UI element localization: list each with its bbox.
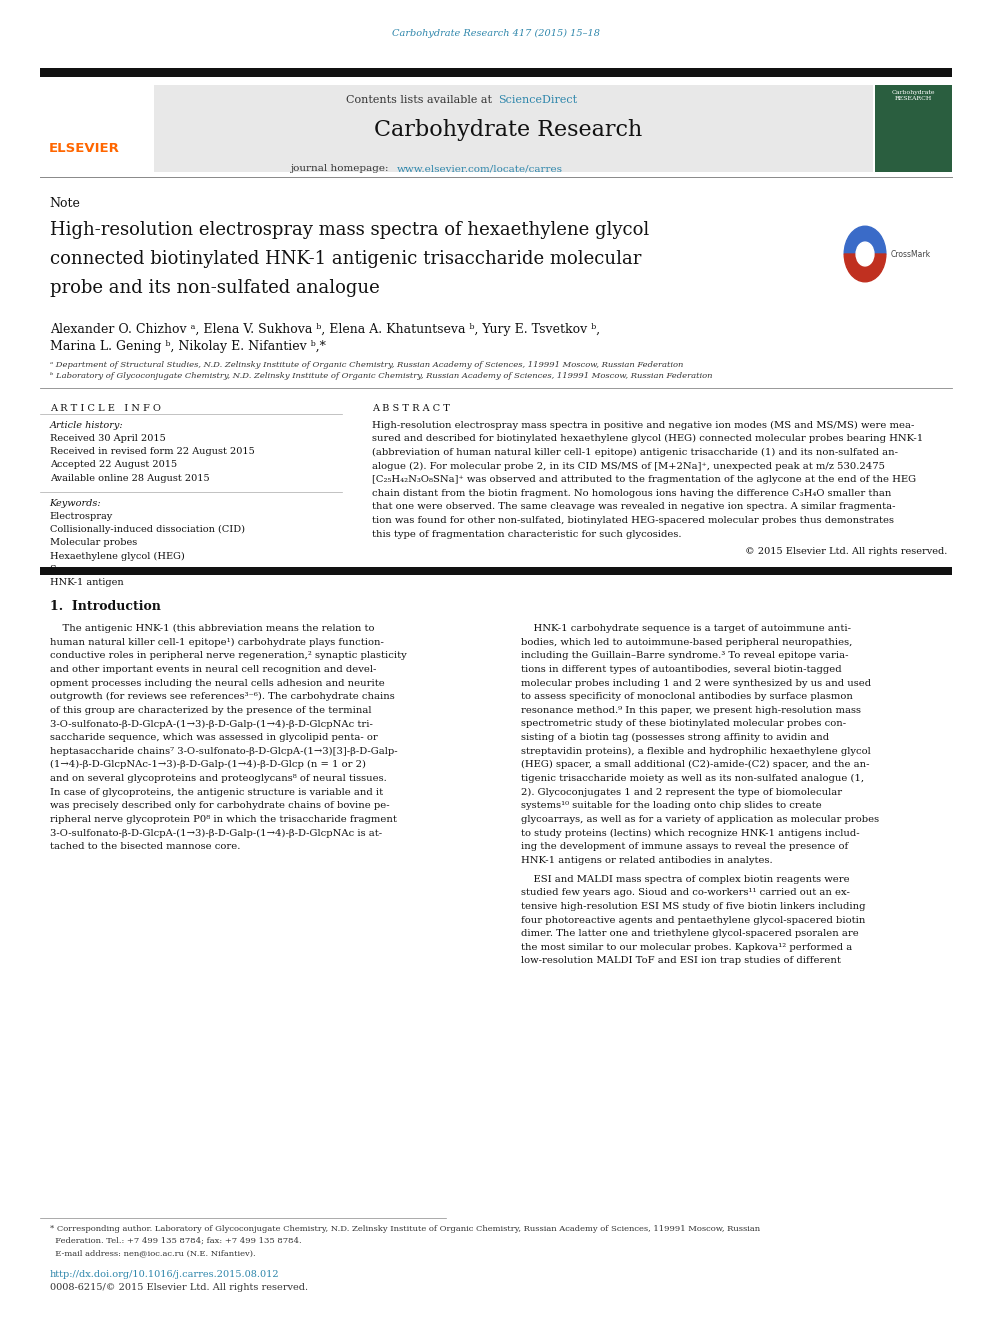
Text: Electrospray: Electrospray	[50, 512, 113, 521]
Text: tion was found for other non-sulfated, biotinylated HEG-spacered molecular probe: tion was found for other non-sulfated, b…	[372, 516, 894, 525]
Text: Federation. Tel.: +7 499 135 8784; fax: +7 499 135 8784.: Federation. Tel.: +7 499 135 8784; fax: …	[50, 1237, 302, 1245]
Text: E-mail address: nen@ioc.ac.ru (N.E. Nifantiev).: E-mail address: nen@ioc.ac.ru (N.E. Nifa…	[50, 1249, 255, 1257]
Text: human natural killer cell-1 epitope¹) carbohydrate plays function-: human natural killer cell-1 epitope¹) ca…	[50, 638, 384, 647]
Text: four photoreactive agents and pentaethylene glycol-spacered biotin: four photoreactive agents and pentaethyl…	[521, 916, 865, 925]
Text: resonance method.⁹ In this paper, we present high-resolution mass: resonance method.⁹ In this paper, we pre…	[521, 706, 861, 714]
Text: Carbohydrate Research 417 (2015) 15–18: Carbohydrate Research 417 (2015) 15–18	[392, 29, 600, 38]
Text: 3-O-sulfonato-β-D-GlcpA-(1→3)-β-D-Galp-(1→4)-β-D-GlcpNAc is at-: 3-O-sulfonato-β-D-GlcpA-(1→3)-β-D-Galp-(…	[50, 828, 382, 837]
Text: molecular probes including 1 and 2 were synthesized by us and used: molecular probes including 1 and 2 were …	[521, 679, 871, 688]
Text: * Corresponding author. Laboratory of Glycoconjugate Chemistry, N.D. Zelinsky In: * Corresponding author. Laboratory of Gl…	[50, 1225, 760, 1233]
Text: 1.  Introduction: 1. Introduction	[50, 601, 161, 614]
Text: Alexander O. Chizhov ᵃ, Elena V. Sukhova ᵇ, Elena A. Khatuntseva ᵇ, Yury E. Tsve: Alexander O. Chizhov ᵃ, Elena V. Sukhova…	[50, 323, 600, 336]
Text: saccharide sequence, which was assessed in glycolipid penta- or: saccharide sequence, which was assessed …	[50, 733, 377, 742]
Text: A R T I C L E   I N F O: A R T I C L E I N F O	[50, 404, 161, 413]
Text: Article history:: Article history:	[50, 421, 123, 430]
Text: 2). Glycoconjugates 1 and 2 represent the type of biomolecular: 2). Glycoconjugates 1 and 2 represent th…	[521, 787, 842, 796]
Bar	[40, 69, 952, 77]
Bar	[875, 85, 952, 172]
Text: ELSEVIER: ELSEVIER	[49, 142, 120, 155]
Text: dimer. The latter one and triethylene glycol-spacered psoralen are: dimer. The latter one and triethylene gl…	[521, 929, 858, 938]
Text: this type of fragmentation characteristic for such glycosides.: this type of fragmentation characteristi…	[372, 529, 682, 538]
Text: Note: Note	[50, 197, 80, 210]
Text: http://dx.doi.org/10.1016/j.carres.2015.08.012: http://dx.doi.org/10.1016/j.carres.2015.…	[50, 1270, 279, 1279]
Text: tensive high-resolution ESI MS study of five biotin linkers including: tensive high-resolution ESI MS study of …	[521, 902, 865, 912]
Text: to assess specificity of monoclonal antibodies by surface plasmon: to assess specificity of monoclonal anti…	[521, 692, 853, 701]
Text: HNK-1 carbohydrate sequence is a target of autoimmune anti-: HNK-1 carbohydrate sequence is a target …	[521, 624, 851, 634]
Text: Received 30 April 2015: Received 30 April 2015	[50, 434, 166, 443]
Text: Molecular probes: Molecular probes	[50, 538, 137, 548]
Text: © 2015 Elsevier Ltd. All rights reserved.: © 2015 Elsevier Ltd. All rights reserved…	[745, 548, 947, 557]
Text: High-resolution electrospray mass spectra in positive and negative ion modes (MS: High-resolution electrospray mass spectr…	[372, 421, 915, 430]
Text: Carbohydrate Research: Carbohydrate Research	[374, 119, 642, 142]
Text: HNK-1 antigens or related antibodies in analytes.: HNK-1 antigens or related antibodies in …	[521, 856, 773, 865]
Text: (1→4)-β-D-GlcpNAc-1→3)-β-D-Galp-(1→4)-β-D-Glcp (n = 1 or 2): (1→4)-β-D-GlcpNAc-1→3)-β-D-Galp-(1→4)-β-…	[50, 761, 366, 770]
Wedge shape	[844, 254, 886, 282]
Text: Accepted 22 August 2015: Accepted 22 August 2015	[50, 460, 177, 470]
Text: Carbohydrate
RESEARCH: Carbohydrate RESEARCH	[892, 90, 935, 101]
Text: 3-O-sulfonato-β-D-GlcpA-(1→3)-β-D-Galp-(1→4)-β-D-GlcpNAc tri-: 3-O-sulfonato-β-D-GlcpA-(1→3)-β-D-Galp-(…	[50, 720, 372, 729]
Text: journal homepage:: journal homepage:	[290, 164, 392, 173]
Text: sured and described for biotinylated hexaethylene glycol (HEG) connected molecul: sured and described for biotinylated hex…	[372, 434, 924, 443]
Circle shape	[856, 242, 874, 266]
Text: Collisionally-induced dissociation (CID): Collisionally-induced dissociation (CID)	[50, 525, 245, 534]
Text: (HEG) spacer, a small additional (C2)-amide-(C2) spacer, and the an-: (HEG) spacer, a small additional (C2)-am…	[521, 761, 869, 770]
Text: opment processes including the neural cells adhesion and neurite: opment processes including the neural ce…	[50, 679, 384, 688]
Text: studied few years ago. Sioud and co-workers¹¹ carried out an ex-: studied few years ago. Sioud and co-work…	[521, 888, 850, 897]
Text: ing the development of immune assays to reveal the presence of: ing the development of immune assays to …	[521, 843, 848, 851]
Text: Received in revised form 22 August 2015: Received in revised form 22 August 2015	[50, 447, 254, 456]
Text: 0008-6215/© 2015 Elsevier Ltd. All rights reserved.: 0008-6215/© 2015 Elsevier Ltd. All right…	[50, 1283, 308, 1293]
Text: ᵇ Laboratory of Glycoconjugate Chemistry, N.D. Zelinsky Institute of Organic Che: ᵇ Laboratory of Glycoconjugate Chemistry…	[50, 372, 712, 380]
Text: bodies, which led to autoimmune-based peripheral neuropathies,: bodies, which led to autoimmune-based pe…	[521, 638, 852, 647]
Text: low-resolution MALDI ToF and ESI ion trap studies of different: low-resolution MALDI ToF and ESI ion tra…	[521, 957, 840, 966]
Text: the most similar to our molecular probes. Kapkova¹² performed a: the most similar to our molecular probes…	[521, 943, 852, 951]
Bar	[154, 85, 873, 172]
Text: including the Guillain–Barre syndrome.³ To reveal epitope varia-: including the Guillain–Barre syndrome.³ …	[521, 651, 848, 660]
Text: [C₂₅H₄₂N₃O₈SNa]⁺ was observed and attributed to the fragmentation of the aglycon: [C₂₅H₄₂N₃O₈SNa]⁺ was observed and attrib…	[372, 475, 917, 484]
Text: streptavidin proteins), a flexible and hydrophilic hexaethylene glycol: streptavidin proteins), a flexible and h…	[521, 746, 871, 755]
Text: was precisely described only for carbohydrate chains of bovine pe-: was precisely described only for carbohy…	[50, 802, 389, 810]
Text: heptasaccharide chains⁷ 3-O-sulfonato-β-D-GlcpA-(1→3)[3]-β-D-Galp-: heptasaccharide chains⁷ 3-O-sulfonato-β-…	[50, 746, 397, 755]
Text: outgrowth (for reviews see references³⁻⁶). The carbohydrate chains: outgrowth (for reviews see references³⁻⁶…	[50, 692, 395, 701]
Text: Spacer: Spacer	[50, 565, 84, 574]
Text: to study proteins (lectins) which recognize HNK-1 antigens includ-: to study proteins (lectins) which recogn…	[521, 828, 859, 837]
Text: Marina L. Gening ᵇ, Nikolay E. Nifantiev ᵇ,*: Marina L. Gening ᵇ, Nikolay E. Nifantiev…	[50, 340, 325, 353]
Text: ESI and MALDI mass spectra of complex biotin reagents were: ESI and MALDI mass spectra of complex bi…	[521, 875, 849, 884]
Text: connected biotinylated HNK-1 antigenic trisaccharide molecular: connected biotinylated HNK-1 antigenic t…	[50, 250, 641, 269]
Text: that one were observed. The same cleavage was revealed in negative ion spectra. : that one were observed. The same cleavag…	[372, 503, 896, 512]
Text: sisting of a biotin tag (possesses strong affinity to avidin and: sisting of a biotin tag (possesses stron…	[521, 733, 829, 742]
Text: Contents lists available at: Contents lists available at	[346, 95, 496, 106]
Text: Available online 28 August 2015: Available online 28 August 2015	[50, 474, 209, 483]
Text: and on several glycoproteins and proteoglycans⁸ of neural tissues.: and on several glycoproteins and proteog…	[50, 774, 386, 783]
Text: conductive roles in peripheral nerve regeneration,² synaptic plasticity: conductive roles in peripheral nerve reg…	[50, 651, 407, 660]
Text: glycoarrays, as well as for a variety of application as molecular probes: glycoarrays, as well as for a variety of…	[521, 815, 879, 824]
Text: of this group are characterized by the presence of the terminal: of this group are characterized by the p…	[50, 706, 371, 714]
Text: CrossMark: CrossMark	[891, 250, 930, 258]
Text: Keywords:: Keywords:	[50, 499, 101, 508]
Text: The antigenic HNK-1 (this abbreviation means the relation to: The antigenic HNK-1 (this abbreviation m…	[50, 624, 374, 634]
Text: probe and its non-sulfated analogue: probe and its non-sulfated analogue	[50, 279, 379, 298]
Text: High-resolution electrospray mass spectra of hexaethylene glycol: High-resolution electrospray mass spectr…	[50, 221, 649, 239]
Text: www.elsevier.com/locate/carres: www.elsevier.com/locate/carres	[397, 164, 562, 173]
Text: ScienceDirect: ScienceDirect	[498, 95, 577, 106]
Text: A B S T R A C T: A B S T R A C T	[372, 404, 450, 413]
Text: ripheral nerve glycoprotein P0⁸ in which the trisaccharide fragment: ripheral nerve glycoprotein P0⁸ in which…	[50, 815, 397, 824]
Text: (abbreviation of human natural killer cell-1 epitope) antigenic trisaccharide (1: (abbreviation of human natural killer ce…	[372, 448, 898, 456]
Text: and other important events in neural cell recognition and devel-: and other important events in neural cel…	[50, 665, 376, 673]
Text: tions in different types of autoantibodies, several biotin-tagged: tions in different types of autoantibodi…	[521, 665, 841, 673]
Text: alogue (2). For molecular probe 2, in its CID MS/MS of [M+2Na]⁺, unexpected peak: alogue (2). For molecular probe 2, in it…	[372, 462, 885, 471]
Text: HNK-1 antigen: HNK-1 antigen	[50, 578, 123, 587]
Text: tached to the bisected mannose core.: tached to the bisected mannose core.	[50, 843, 240, 851]
Text: chain distant from the biotin fragment. No homologous ions having the difference: chain distant from the biotin fragment. …	[372, 488, 892, 497]
Wedge shape	[844, 226, 886, 254]
Text: systems¹⁰ suitable for the loading onto chip slides to create: systems¹⁰ suitable for the loading onto …	[521, 802, 821, 810]
Text: spectrometric study of these biotinylated molecular probes con-: spectrometric study of these biotinylate…	[521, 720, 846, 729]
Text: In case of glycoproteins, the antigenic structure is variable and it: In case of glycoproteins, the antigenic …	[50, 787, 383, 796]
Text: tigenic trisaccharide moiety as well as its non-sulfated analogue (1,: tigenic trisaccharide moiety as well as …	[521, 774, 864, 783]
Bar	[40, 568, 952, 576]
Text: ᵃ Department of Structural Studies, N.D. Zelinsky Institute of Organic Chemistry: ᵃ Department of Structural Studies, N.D.…	[50, 361, 682, 369]
Text: Hexaethylene glycol (HEG): Hexaethylene glycol (HEG)	[50, 552, 185, 561]
